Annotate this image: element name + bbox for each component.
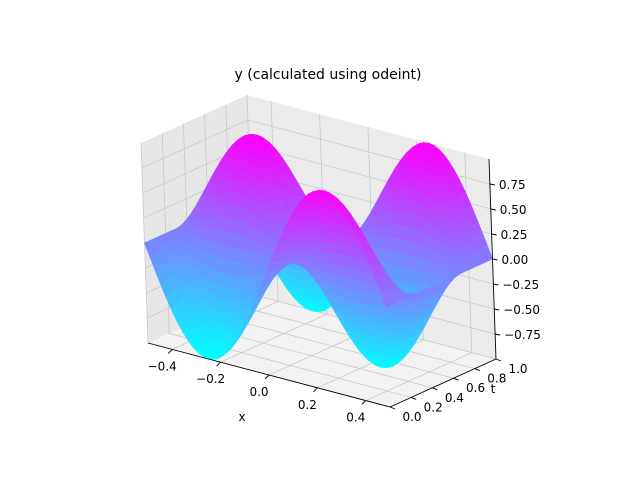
z-tick-label: 0.50 [500,203,527,217]
z-tick-label: −0.50 [503,303,540,317]
t-tick-label: 0.2 [424,400,443,414]
x-tick-mark [313,387,318,393]
z-tick-label: 0.25 [501,228,528,242]
t-tick-mark [495,358,502,362]
z-tick-label: 0.00 [502,253,529,267]
z-tick-mark [494,308,500,311]
t-tick-mark [474,368,480,372]
z-tick-mark [493,283,499,286]
t-tick-label: 0.0 [402,410,421,424]
x-tick-mark [264,374,270,380]
z-tick-mark [490,208,496,211]
t-tick-label: 0.4 [445,391,464,405]
t-axis-line [389,358,497,408]
t-tick-label: 0.6 [466,381,485,395]
chart-title: y (calculated using odeint) [235,67,422,83]
surface-patch [380,291,390,308]
x-tick-label: 0.4 [346,411,365,425]
x-tick-mark [216,361,221,367]
z-tick-mark [495,333,501,336]
x-tick-mark [167,349,173,354]
z-tick-label: −0.25 [502,278,539,292]
z-tick-mark [489,183,495,186]
t-tick-mark [432,387,438,391]
x-tick-label: 0.0 [249,385,268,399]
z-tick-mark [492,258,498,261]
t-axis-label: t [491,382,496,396]
t-tick-mark [411,396,417,400]
x-axis-label: x [238,410,245,424]
x-tick-mark [361,400,367,405]
t-tick-label: 1.0 [508,362,527,376]
t-tick-label: 0.8 [487,372,506,386]
x-tick-label: −0.4 [148,359,177,373]
x-tick-label: −0.2 [196,372,225,386]
surface-plot [144,134,493,368]
z-tick-label: −0.75 [504,328,541,342]
z-tick-label: 0.75 [499,178,526,192]
t-tick-mark [389,406,396,410]
t-tick-mark [453,377,459,381]
t-gridline [161,133,412,398]
z-tick-mark [491,233,497,236]
tick-labels: −0.4−0.20.00.20.4 0.00.20.40.60.81.0−0.75… [148,178,541,425]
x-tick-label: 0.2 [298,398,317,412]
